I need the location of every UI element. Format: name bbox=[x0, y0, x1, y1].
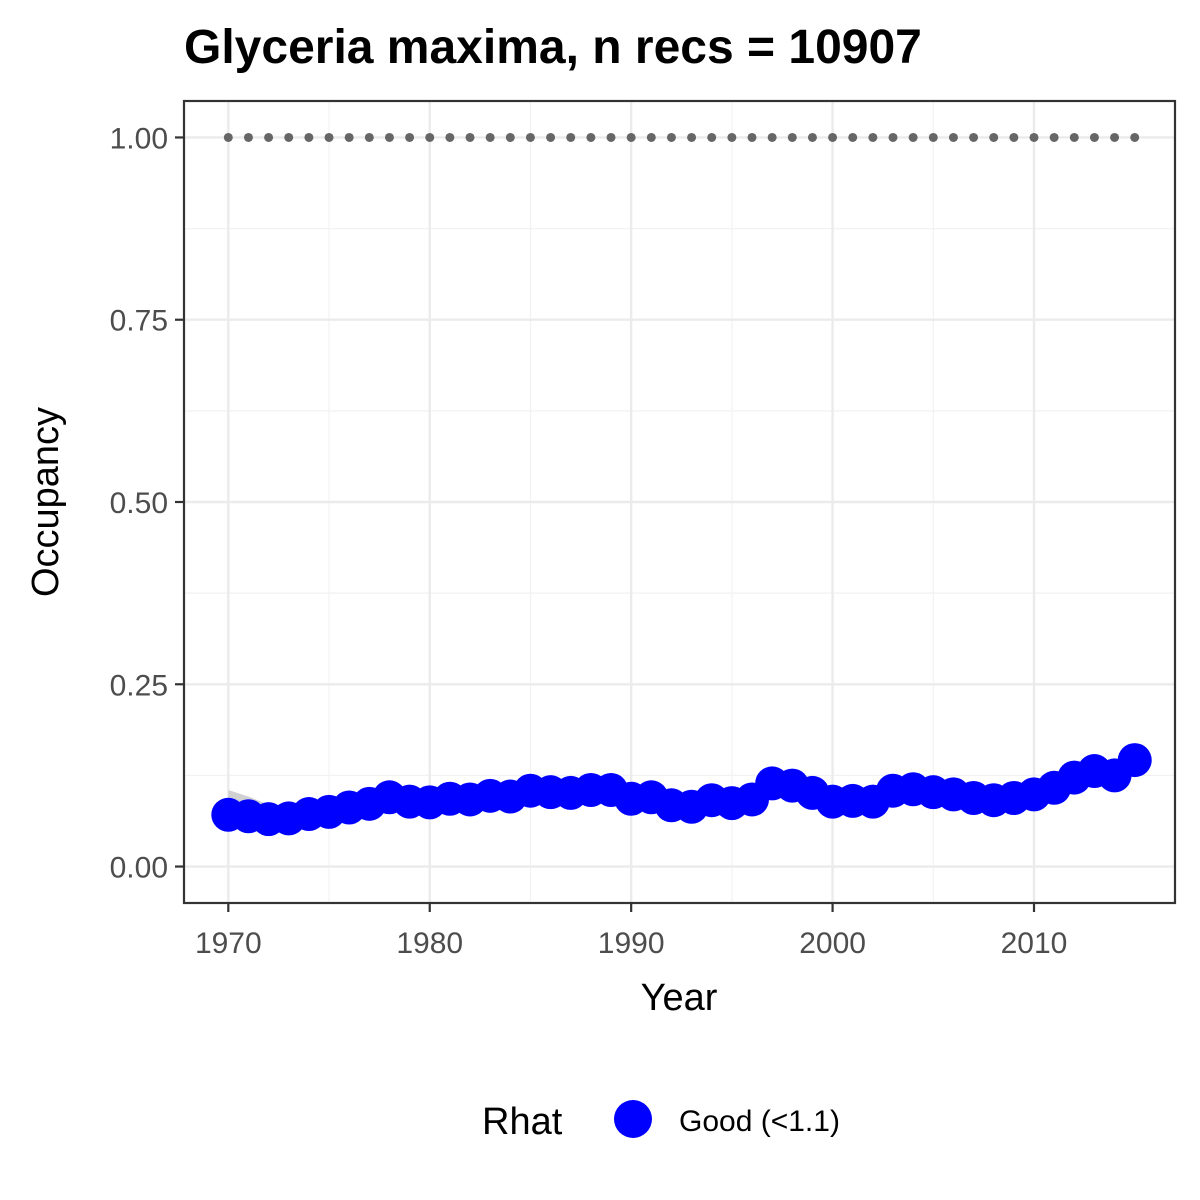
upper-bound-dot bbox=[284, 132, 294, 142]
y-tick-label: 0.75 bbox=[110, 305, 168, 338]
upper-bound-dot bbox=[405, 132, 415, 142]
chart-title: Glyceria maxima, n recs = 10907 bbox=[184, 21, 922, 74]
y-tick-label: 0.50 bbox=[110, 487, 168, 520]
upper-bound-dot bbox=[304, 132, 314, 142]
upper-bound-dot bbox=[324, 132, 334, 142]
x-tick-label: 1980 bbox=[396, 927, 463, 960]
x-axis-title: Year bbox=[641, 977, 718, 1019]
upper-bound-dot bbox=[1089, 132, 1099, 142]
upper-bound-dot bbox=[1130, 132, 1140, 142]
grid-lines bbox=[184, 101, 1175, 903]
upper-bound-dot bbox=[868, 132, 878, 142]
upper-bound-dot bbox=[969, 132, 979, 142]
upper-bound-dot bbox=[666, 132, 676, 142]
upper-bound-dot bbox=[586, 132, 596, 142]
x-tick-label: 1970 bbox=[195, 927, 262, 960]
upper-bound-dot bbox=[566, 132, 576, 142]
upper-bound-dot bbox=[384, 132, 394, 142]
upper-bound-dot bbox=[908, 132, 918, 142]
upper-bound-dot bbox=[727, 132, 737, 142]
legend-key-good bbox=[614, 1100, 652, 1138]
upper-bound-dot bbox=[344, 132, 354, 142]
upper-bound-dot bbox=[1029, 132, 1039, 142]
upper-bound-dot bbox=[646, 132, 656, 142]
occupancy-points bbox=[211, 743, 1152, 837]
upper-bound-dot bbox=[747, 132, 757, 142]
upper-bound-dot bbox=[1049, 132, 1059, 142]
legend-title: Rhat bbox=[482, 1101, 563, 1143]
upper-bound-dot bbox=[1110, 132, 1120, 142]
upper-bound-dot bbox=[828, 132, 838, 142]
upper-bound-dot bbox=[888, 132, 898, 142]
axes: 1970 1980 1990 2000 2010 0.00 0.25 0.50 0.75 1.00 bbox=[110, 122, 1068, 960]
upper-bound-dot bbox=[223, 132, 233, 142]
upper-bound-dot bbox=[445, 132, 455, 142]
upper-bound-dot bbox=[525, 132, 535, 142]
upper-bound-dot bbox=[606, 132, 616, 142]
upper-bound-dot bbox=[465, 132, 475, 142]
upper-bound-dot bbox=[425, 132, 435, 142]
x-tick-label: 2000 bbox=[799, 927, 866, 960]
upper-bound-dot bbox=[787, 132, 797, 142]
y-tick-label: 1.00 bbox=[110, 122, 168, 155]
upper-bound-dot bbox=[807, 132, 817, 142]
upper-bound-dot bbox=[767, 132, 777, 142]
x-tick-label: 2010 bbox=[1001, 927, 1068, 960]
upper-bound-dot bbox=[485, 132, 495, 142]
upper-bound-dot bbox=[989, 132, 999, 142]
y-tick-label: 0.25 bbox=[110, 669, 168, 702]
upper-bound-dot bbox=[1069, 132, 1079, 142]
upper-bound-dot bbox=[707, 132, 717, 142]
y-tick-label: 0.00 bbox=[110, 852, 168, 885]
upper-bound-dot bbox=[546, 132, 556, 142]
upper-bound-dot bbox=[364, 132, 374, 142]
upper-bound-dot bbox=[505, 132, 515, 142]
upper-bound-dot bbox=[264, 132, 274, 142]
upper-bound-dot bbox=[948, 132, 958, 142]
legend: Rhat Good (<1.1) bbox=[482, 1100, 840, 1143]
upper-bound-dot bbox=[928, 132, 938, 142]
upper-bound-dot bbox=[687, 132, 697, 142]
y-axis-title: Occupancy bbox=[25, 407, 67, 597]
upper-bound-dot bbox=[1009, 132, 1019, 142]
upper-bound-dotted-line bbox=[223, 132, 1140, 142]
x-tick-label: 1990 bbox=[598, 927, 665, 960]
upper-bound-dot bbox=[626, 132, 636, 142]
upper-bound-dot bbox=[243, 132, 253, 142]
legend-label-good: Good (<1.1) bbox=[679, 1105, 840, 1138]
data-point bbox=[1117, 743, 1152, 778]
upper-bound-dot bbox=[848, 132, 858, 142]
